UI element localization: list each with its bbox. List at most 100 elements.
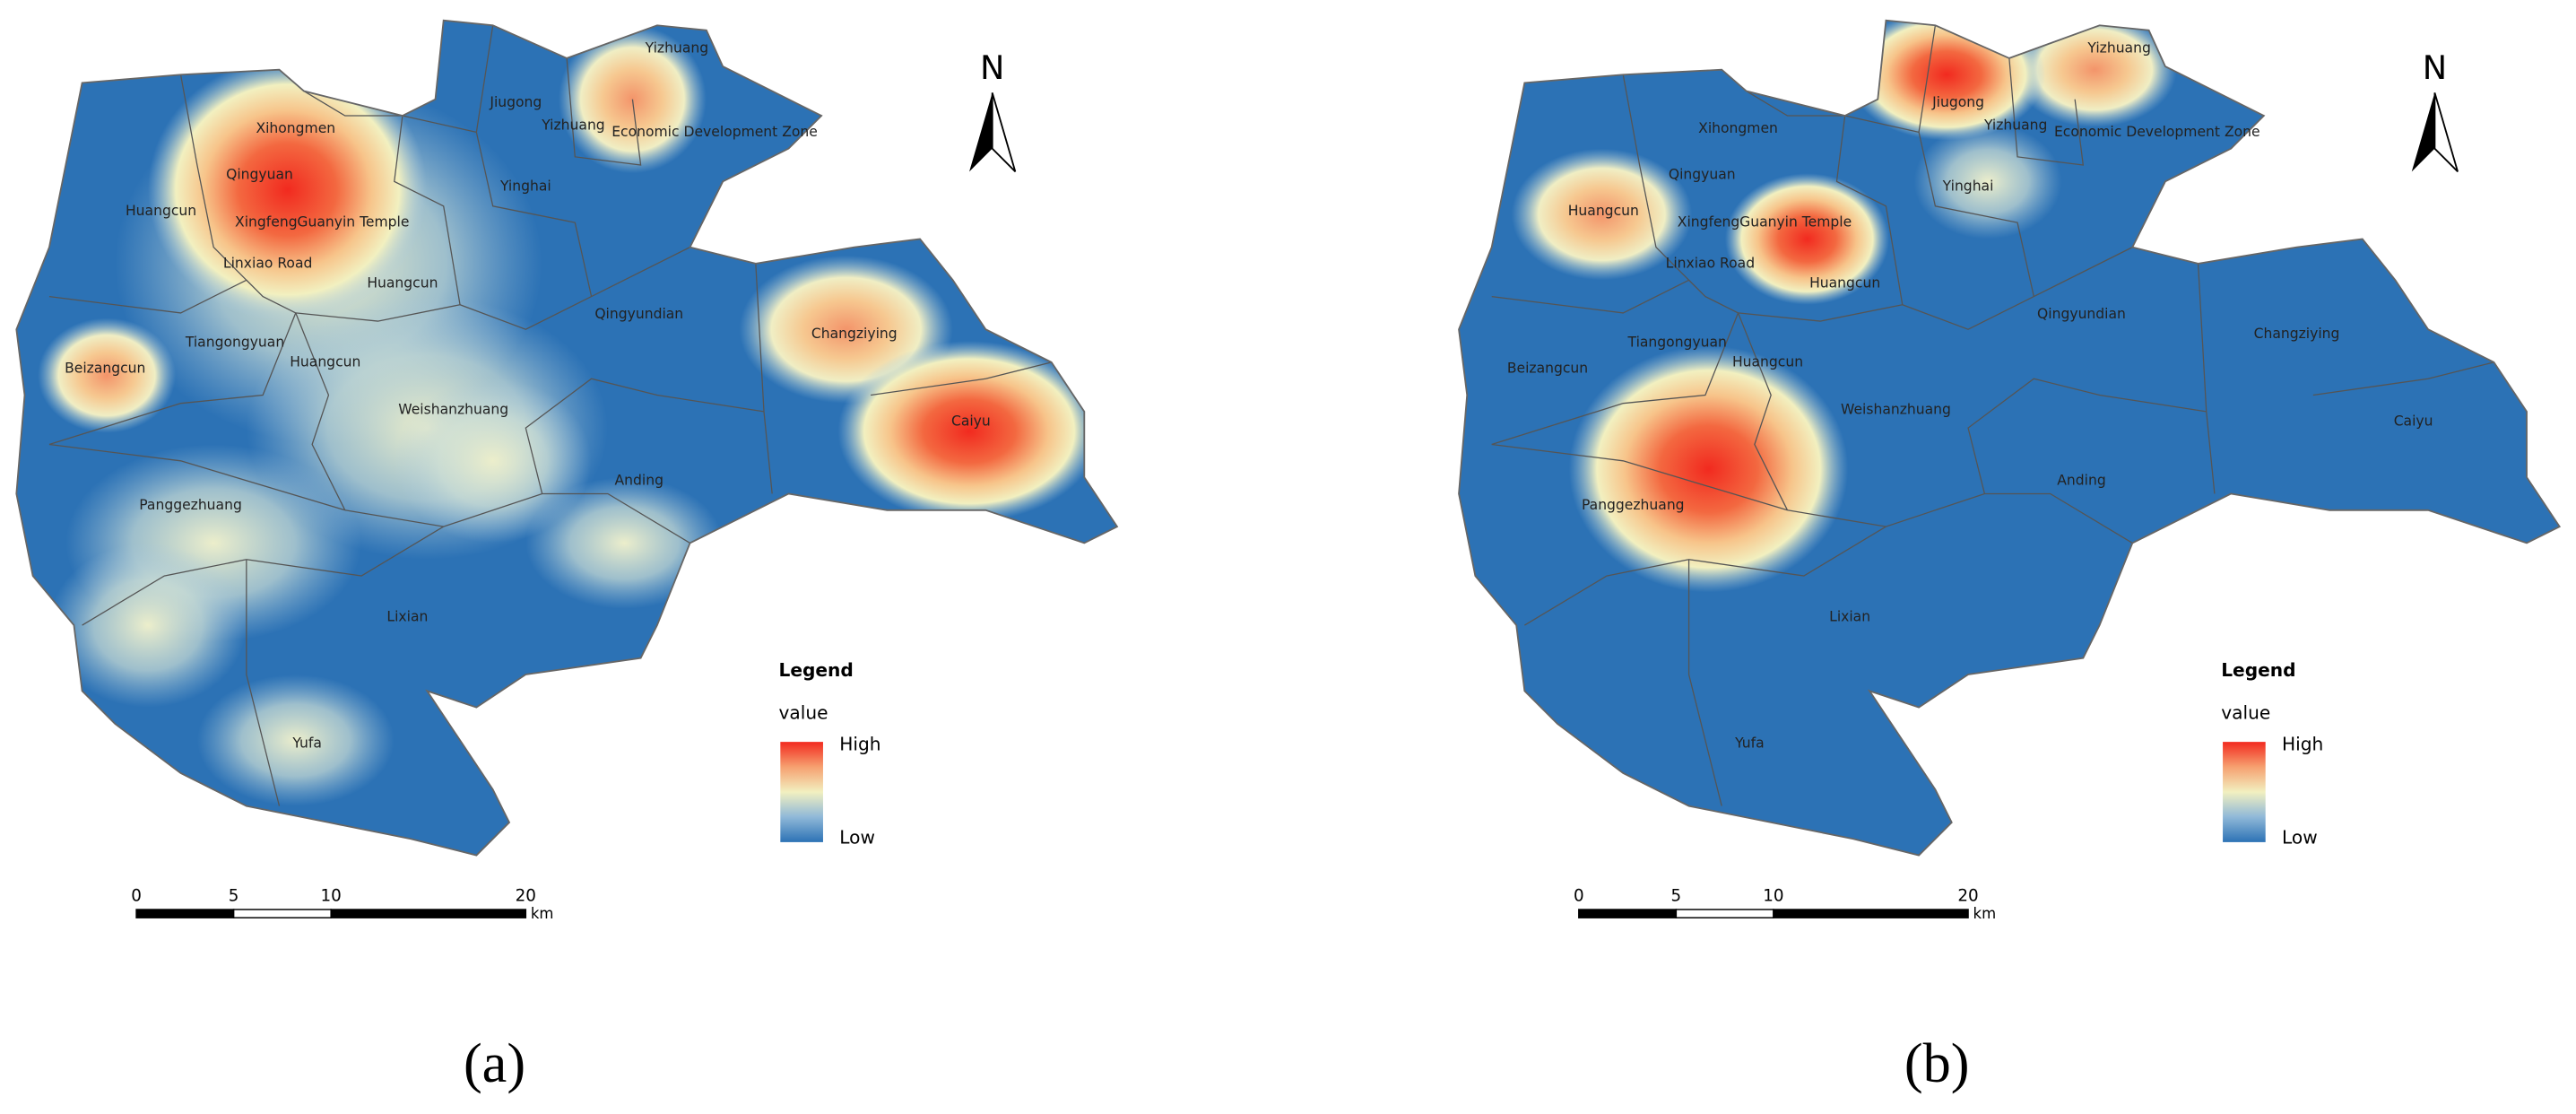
scale-unit: km xyxy=(531,905,554,922)
map-panel: Xihongmen Qingyuan Huangcun Xingfeng Guanyin… xyxy=(1458,19,2561,1094)
place-label: Yizhuang xyxy=(1983,117,2047,134)
place-label: Huangcun xyxy=(126,203,196,219)
place-label: Jiugong xyxy=(1931,94,1984,110)
place-label: Xingfeng xyxy=(1678,214,1740,231)
north-arrow xyxy=(969,92,993,172)
place-label: Yinghai xyxy=(499,178,551,194)
map-panel: Xihongmen Qingyuan Huangcun Xingfeng Guanyin… xyxy=(15,19,1118,1094)
place-label: Huangcun xyxy=(367,274,438,291)
district-boundary xyxy=(1687,559,1722,806)
district-boundary xyxy=(475,25,494,133)
place-label: Yizhuang xyxy=(645,39,708,56)
hotspot xyxy=(837,341,1101,522)
hotspot xyxy=(394,379,592,544)
district-boundary xyxy=(525,378,765,494)
place-label: Xihongmen xyxy=(256,120,335,136)
legend-field: value xyxy=(778,701,828,723)
place-label: Huangcun xyxy=(1732,353,1803,370)
district-boundary xyxy=(1491,443,1788,511)
hotspot xyxy=(196,674,395,806)
place-label: Tiangongyuan xyxy=(1627,334,1727,350)
north-arrow xyxy=(2433,92,2459,172)
place-label: Linxiao Road xyxy=(223,255,312,271)
scale-tick-label: 20 xyxy=(516,886,536,905)
district-boundary xyxy=(1491,74,1690,314)
district-boundary xyxy=(48,279,297,446)
place-label: Qingyuan xyxy=(226,166,293,182)
legend-high: High xyxy=(839,733,880,754)
place-label: Qingyundian xyxy=(2037,306,2126,322)
scale-tick-label: 10 xyxy=(321,886,342,905)
legend-title: Legend xyxy=(778,659,853,681)
district-boundary xyxy=(1738,91,1904,322)
north-arrow xyxy=(991,92,1017,172)
place-label: Economic Development Zone xyxy=(611,124,818,140)
place-label: Weishanzhuang xyxy=(1841,402,1951,418)
legend-low: Low xyxy=(839,827,875,849)
scale-tick-label: 5 xyxy=(229,886,239,905)
legend-low: Low xyxy=(2282,827,2318,849)
hotspot xyxy=(558,25,707,174)
place-label: Yinghai xyxy=(1942,178,1994,194)
district-boundary xyxy=(1688,526,1886,577)
district-lines xyxy=(1491,25,2494,806)
place-label: Lixian xyxy=(386,608,428,624)
scale-tick-label: 5 xyxy=(1671,886,1682,905)
place-label: Huangcun xyxy=(1568,203,1639,219)
legend-ramp xyxy=(780,742,823,842)
hotspot xyxy=(1568,345,1849,593)
place-label: Anding xyxy=(2057,472,2105,488)
place-label: Yufa xyxy=(291,735,322,751)
hotspot xyxy=(1913,124,2062,239)
place-label: Huangcun xyxy=(290,353,360,370)
heat-layer xyxy=(1511,20,2177,593)
hotspot xyxy=(147,57,428,322)
district-boundary xyxy=(48,443,345,511)
scale-tick-label: 10 xyxy=(1763,886,1783,905)
legend-high: High xyxy=(2282,733,2323,754)
district-boundary xyxy=(1967,378,2207,494)
scale-segment xyxy=(232,909,332,918)
district-boundary xyxy=(1737,312,1789,511)
district-boundary xyxy=(295,91,461,322)
scale-tick-label: 0 xyxy=(131,886,142,905)
place-label: Anding xyxy=(615,472,664,488)
legend-title: Legend xyxy=(2221,659,2295,681)
hotspot xyxy=(1724,173,1890,305)
place-label: Lixian xyxy=(1829,608,1870,624)
district-boundary xyxy=(2008,57,2085,166)
district-boundary xyxy=(246,526,445,577)
place-label: Tiangongyuan xyxy=(185,334,284,350)
place-label: Guanyin Temple xyxy=(297,214,409,231)
heat-layer xyxy=(38,25,1101,806)
scale-tick-label: 20 xyxy=(1957,886,1978,905)
district-boundary xyxy=(459,247,690,330)
place-label: Panggezhuang xyxy=(1582,497,1685,513)
district-boundary xyxy=(82,559,247,626)
district-boundary xyxy=(871,361,1052,396)
place-label: Guanyin Temple xyxy=(1739,214,1852,231)
legend-field: value xyxy=(2221,701,2270,723)
place-label: Panggezhuang xyxy=(139,497,242,513)
district-boundary xyxy=(246,559,281,806)
place-label: Yufa xyxy=(1734,735,1765,751)
place-label: Economic Development Zone xyxy=(2054,124,2260,140)
legend-ramp xyxy=(2223,742,2266,842)
place-label: Xihongmen xyxy=(1698,120,1778,136)
district-boundary xyxy=(566,57,642,166)
district-lines xyxy=(48,25,1052,806)
place-label: Linxiao Road xyxy=(1666,255,1755,271)
place-label: Yizhuang xyxy=(2086,39,2150,56)
district-boundary xyxy=(1918,25,1937,133)
place-label: Huangcun xyxy=(1809,274,1880,291)
district-boundary xyxy=(2312,361,2494,396)
place-label: Xingfeng xyxy=(235,214,298,231)
scale-segment xyxy=(1675,909,1774,918)
scale-segment xyxy=(330,909,527,918)
district-boundary xyxy=(48,74,247,314)
place-label: Changziying xyxy=(2254,326,2340,342)
scale-segment xyxy=(135,909,235,918)
district-boundary xyxy=(402,115,593,297)
scale-segment xyxy=(1578,909,1678,918)
